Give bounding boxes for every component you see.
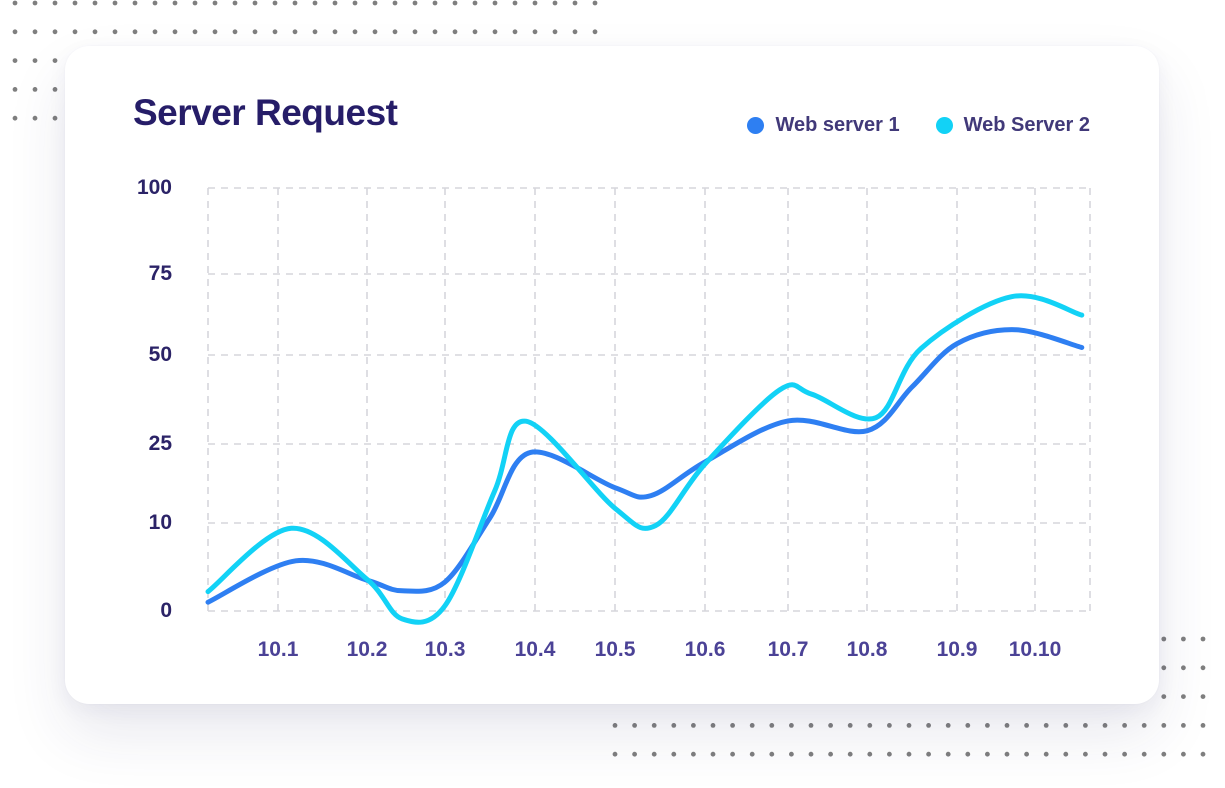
chart-card [65,46,1159,704]
legend-item-web-server-1[interactable]: Web server 1 [747,111,900,139]
legend-label: Web Server 2 [963,114,1090,136]
legend-swatch-icon [747,116,765,134]
legend-label: Web server 1 [775,114,900,136]
legend-item-web-server-2[interactable]: Web Server 2 [935,111,1090,139]
chart-legend: Web server 1 Web Server 2 [747,111,1090,139]
legend-swatch-icon [935,116,953,134]
page-title: Server Request [133,92,398,133]
